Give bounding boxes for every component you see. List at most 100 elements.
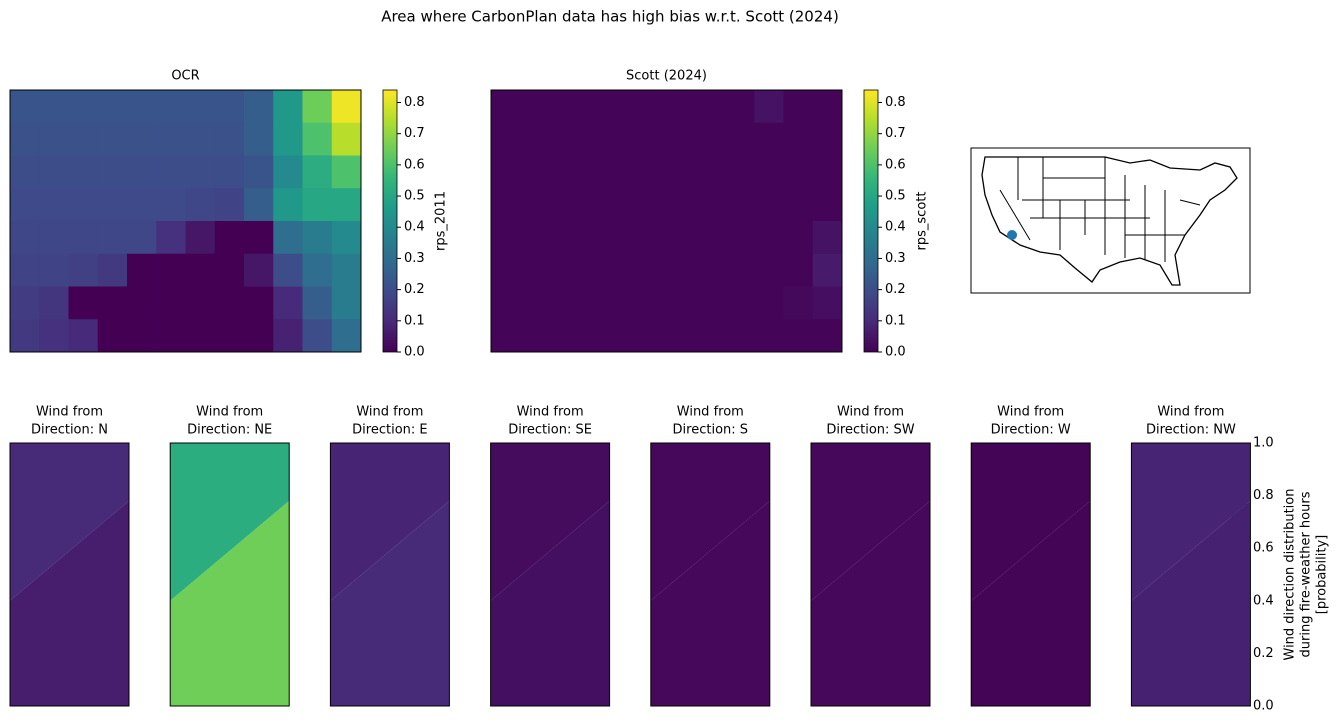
heatmap-cell xyxy=(812,319,843,353)
heatmap-cell xyxy=(68,319,99,353)
heatmap-cell xyxy=(97,286,128,320)
heatmap-cell xyxy=(491,90,521,124)
heatmap-cell xyxy=(520,319,550,353)
heatmap-cell xyxy=(812,253,843,287)
heatmap-cell xyxy=(608,286,638,320)
heatmap-cell xyxy=(97,90,128,124)
heatmap-cell xyxy=(549,122,580,156)
heatmap-cell xyxy=(273,221,303,255)
heatmap-cell xyxy=(185,286,216,320)
heatmap-cell xyxy=(10,319,40,353)
heatmap-cell xyxy=(549,319,580,353)
colorbar-label: rps_scott xyxy=(915,192,930,251)
heatmap-cell xyxy=(273,155,303,189)
panel-frame xyxy=(810,442,931,707)
panel-title: Direction: E xyxy=(352,423,427,438)
panel-title: Wind from xyxy=(36,405,103,420)
heatmap-cell xyxy=(491,319,521,353)
panel-title: Wind from xyxy=(196,405,263,420)
lower-region xyxy=(330,500,450,706)
heatmap-cell xyxy=(491,122,521,156)
colorbar-tick-label: 0.2 xyxy=(885,282,906,297)
map-frame xyxy=(970,147,1251,294)
upper-region xyxy=(971,443,1091,601)
heatmap-cell xyxy=(68,155,99,189)
heatmap-cell xyxy=(666,155,697,189)
colorbar-tick-label: 0.6 xyxy=(404,157,425,172)
us-map xyxy=(970,147,1251,294)
colorbar-tick-label: 0.8 xyxy=(1253,488,1274,503)
panel-frame xyxy=(9,89,362,353)
heatmap-cell xyxy=(39,155,69,189)
heatmap-cell xyxy=(491,221,521,255)
colorbar-tick-label: 0.0 xyxy=(404,345,425,360)
heatmap-cell xyxy=(156,221,186,255)
heatmap-cell xyxy=(302,122,333,156)
panel-title: Direction: SW xyxy=(826,423,914,438)
heatmap-cell xyxy=(666,253,697,287)
heatmap-cell xyxy=(520,90,550,124)
heatmap-cell xyxy=(608,319,638,353)
heatmap-cell xyxy=(695,90,726,124)
heatmap-cell xyxy=(68,90,99,124)
panel-frame xyxy=(9,442,130,707)
colorbar-tick-label: 0.1 xyxy=(885,313,906,328)
heatmap-cell xyxy=(520,155,550,189)
heatmap-cell xyxy=(156,319,186,353)
heatmap-cell xyxy=(68,188,99,222)
heatmap-cell xyxy=(754,155,784,189)
heatmap-cell xyxy=(97,188,128,222)
lower-region xyxy=(971,500,1091,706)
heatmap-cell xyxy=(637,221,667,255)
heatmap-cell xyxy=(97,122,128,156)
heatmap-cell xyxy=(244,221,274,255)
heatmap-cell xyxy=(273,188,303,222)
colorbar-tick-label: 0.7 xyxy=(885,126,906,141)
colorbar-tick-label: 1.0 xyxy=(1253,436,1274,451)
colorbar-tick-label: 0.6 xyxy=(1253,541,1274,556)
panel-title: Wind from xyxy=(356,405,423,420)
heatmap-cell xyxy=(97,253,128,287)
heatmap-cell xyxy=(608,221,638,255)
heatmap-cell xyxy=(10,188,40,222)
heatmap-cell xyxy=(39,90,69,124)
heatmap-cell xyxy=(156,122,186,156)
colorbar-tick-label: 0.7 xyxy=(404,126,425,141)
heatmap-cell xyxy=(302,319,333,353)
heatmap-cell xyxy=(156,253,186,287)
heatmap-cell xyxy=(127,90,157,124)
heatmap-cell xyxy=(695,155,726,189)
heatmap-cell xyxy=(491,253,521,287)
site-marker xyxy=(1007,230,1017,240)
heatmap-cell xyxy=(68,122,99,156)
lower-region xyxy=(811,500,930,706)
heatmap-cell xyxy=(127,122,157,156)
heatmap-cell xyxy=(725,90,755,124)
colorbar xyxy=(863,89,879,353)
heatmap-cell xyxy=(695,122,726,156)
heatmap-cell xyxy=(127,188,157,222)
heatmap-cell xyxy=(549,155,580,189)
heatmap-cell xyxy=(302,221,333,255)
heatmap-cell xyxy=(156,286,186,320)
heatmap-cell xyxy=(520,188,550,222)
state-lines xyxy=(999,157,1201,262)
heatmap-cell xyxy=(127,286,157,320)
heatmap-cell xyxy=(578,221,609,255)
heatmap-cell xyxy=(214,122,245,156)
heatmap-cell xyxy=(695,221,726,255)
panel-title: Direction: SE xyxy=(508,423,592,438)
heatmap-cell xyxy=(68,286,99,320)
heatmap-cell xyxy=(39,319,69,353)
heatmap-cell xyxy=(156,155,186,189)
colorbar-tick-label: 0.5 xyxy=(404,189,425,204)
colorbar-tick-label: 0.3 xyxy=(404,251,425,266)
heatmap-cell xyxy=(812,221,843,255)
heatmap-cell xyxy=(637,188,667,222)
heatmap-cell xyxy=(185,221,216,255)
heatmap-cell xyxy=(331,286,362,320)
heatmap-cell xyxy=(637,253,667,287)
heatmap-cell xyxy=(666,286,697,320)
heatmap-cell xyxy=(214,221,245,255)
heatmap-cell xyxy=(185,155,216,189)
